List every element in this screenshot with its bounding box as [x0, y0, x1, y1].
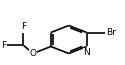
Text: Br: Br	[106, 28, 116, 37]
Text: O: O	[29, 49, 36, 58]
Text: F: F	[21, 22, 26, 31]
Text: N: N	[83, 48, 90, 57]
Text: F: F	[1, 41, 6, 50]
